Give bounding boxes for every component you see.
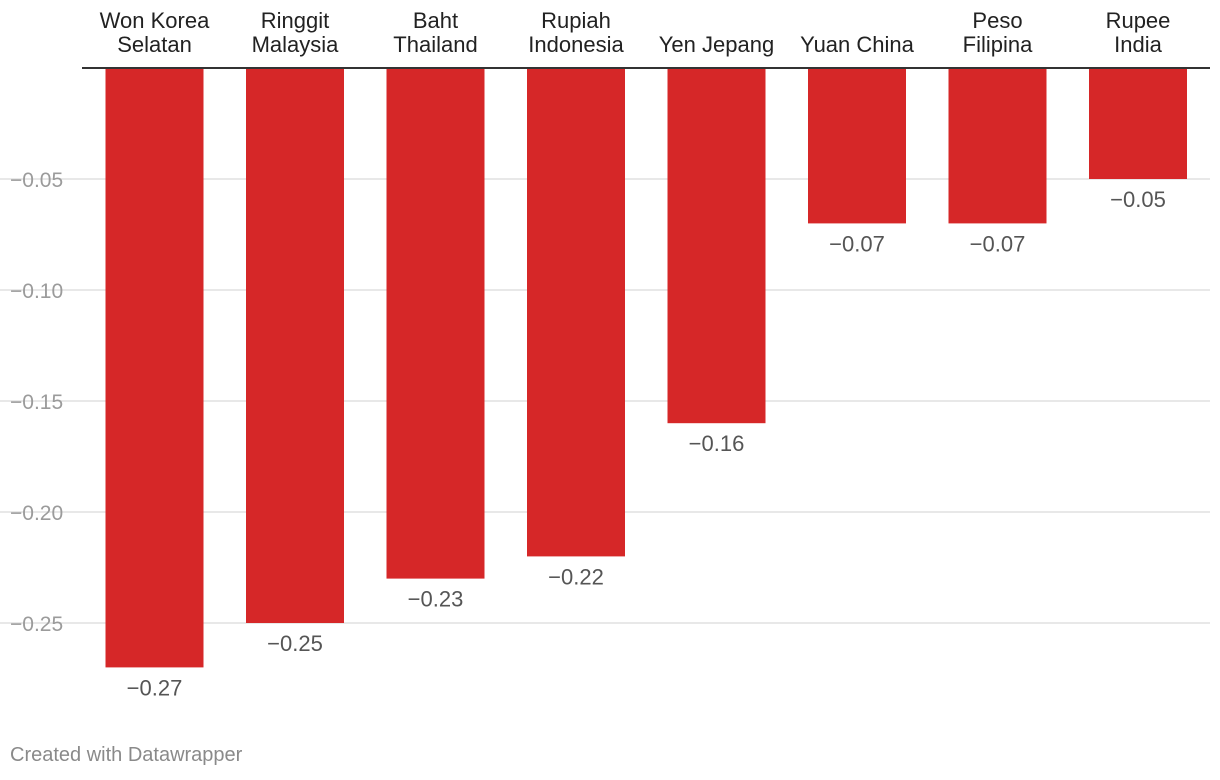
- y-tick-label: −0.10: [10, 280, 63, 303]
- bar-value-label: −0.07: [970, 231, 1026, 256]
- category-label: Malaysia: [252, 32, 340, 57]
- category-label: Won Korea: [100, 8, 210, 33]
- category-label: Ringgit: [261, 8, 329, 33]
- category-label: Filipina: [963, 32, 1033, 57]
- category-label: Indonesia: [528, 32, 624, 57]
- bar: [1089, 68, 1187, 179]
- category-label: Rupee: [1106, 8, 1171, 33]
- bar-value-label: −0.27: [127, 675, 183, 700]
- category-label: India: [1114, 32, 1162, 57]
- bar-value-label: −0.05: [1110, 187, 1166, 212]
- bar-value-label: −0.07: [829, 231, 885, 256]
- bar: [246, 68, 344, 623]
- category-label: Baht: [413, 8, 458, 33]
- category-label: Peso: [972, 8, 1022, 33]
- category-label: Yen Jepang: [659, 32, 774, 57]
- bar: [948, 68, 1047, 224]
- credit-text: Created with Datawrapper: [10, 744, 243, 766]
- y-tick-label: −0.15: [10, 391, 63, 414]
- bar-value-label: −0.22: [548, 564, 604, 589]
- category-label: Selatan: [117, 32, 192, 57]
- y-tick-label: −0.25: [10, 613, 63, 636]
- bar-value-label: −0.25: [267, 631, 323, 656]
- bar: [386, 68, 485, 579]
- category-label: Thailand: [393, 32, 477, 57]
- category-label: Rupiah: [541, 8, 611, 33]
- bar: [527, 68, 625, 557]
- y-tick-label: −0.20: [10, 502, 63, 525]
- bar: [105, 68, 204, 668]
- y-tick-label: −0.05: [10, 169, 63, 192]
- bar: [667, 68, 766, 424]
- bar: [808, 68, 906, 224]
- category-label: Yuan China: [800, 32, 915, 57]
- bar-value-label: −0.16: [689, 431, 745, 456]
- bar-value-label: −0.23: [408, 587, 464, 612]
